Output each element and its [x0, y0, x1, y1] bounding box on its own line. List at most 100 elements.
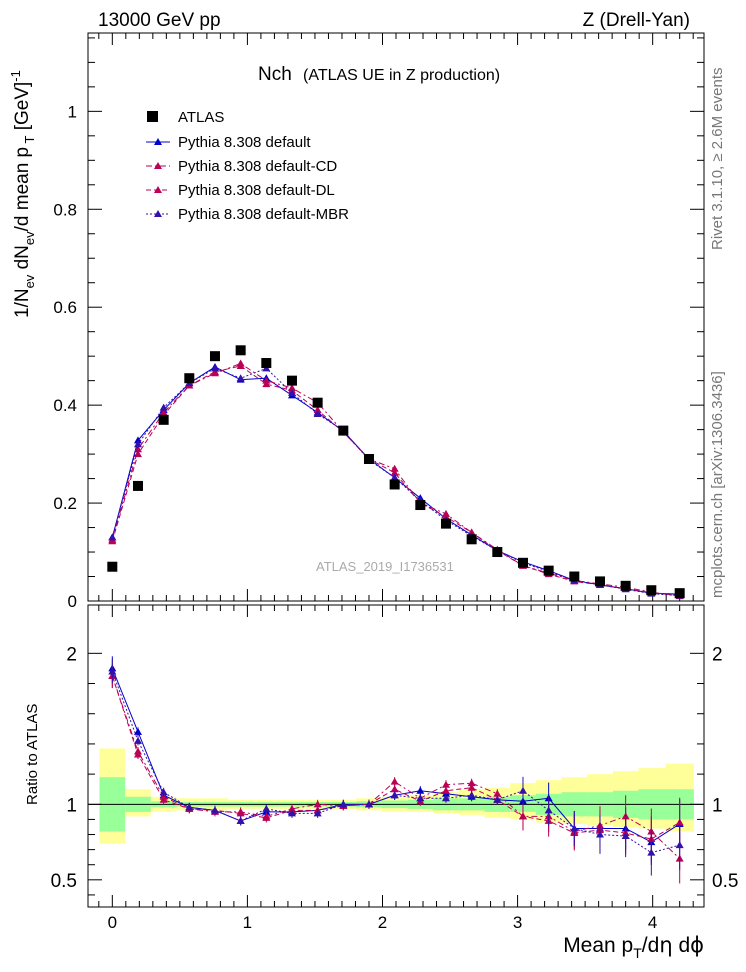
series-point-2 — [313, 406, 322, 414]
data-point — [620, 580, 631, 591]
legend-series-group: Pythia 8.308 default Pythia 8.308 default… — [146, 134, 349, 223]
data-point — [363, 454, 374, 464]
data-point — [569, 571, 580, 582]
ratio-point-3 — [544, 806, 553, 814]
legend-marker-2 — [154, 186, 162, 193]
ratio-point-1 — [313, 800, 322, 808]
legend-label-data: ATLAS — [178, 109, 224, 126]
data-point — [261, 358, 272, 369]
y-axis-label: 1/Nev dNev/d mean p T [GeV]-1 — [8, 70, 37, 318]
ratio-point-3 — [159, 788, 168, 796]
data-point — [184, 373, 195, 384]
ratio-line-1 — [111, 675, 681, 860]
data-point — [235, 345, 246, 356]
ratio-point-3 — [339, 800, 348, 808]
ratio-point-3 — [313, 809, 322, 817]
header-left: 13000 GeV pp — [98, 10, 221, 31]
ratio-point-0 — [416, 786, 425, 794]
ratio-point-3 — [518, 786, 527, 794]
series-line-2 — [111, 365, 680, 597]
data-point — [674, 588, 685, 599]
x-tick-label: 2 — [378, 913, 387, 932]
legend-marker-3 — [154, 210, 162, 217]
series-point-2 — [236, 361, 245, 369]
ratio-y-tick-label-right: 1 — [712, 795, 723, 816]
ratio-panel-plot: 0 1 2 3 4 0.5 0.5 1 1 2 2 — [51, 605, 738, 932]
y-tick-label: 0.8 — [53, 200, 77, 219]
series-point-3 — [159, 403, 168, 411]
x-axis-label: Mean pT/dη dϕ — [563, 933, 704, 961]
data-point — [594, 576, 605, 587]
ratio-point-0 — [133, 727, 142, 735]
data-point — [209, 351, 220, 362]
ratio-point-3 — [647, 848, 656, 856]
legend-label-1: Pythia 8.308 default-CD — [178, 158, 337, 175]
series-line-3 — [111, 367, 680, 597]
ratio-y-tick-label: 1 — [66, 795, 77, 816]
legend-marker-1 — [154, 162, 162, 169]
y-tick-label: 0.2 — [53, 494, 77, 513]
ratio-point-3 — [595, 830, 604, 838]
series-point-1 — [133, 445, 142, 453]
data-point — [415, 500, 426, 511]
ratio-point-3 — [390, 791, 399, 799]
ratio-point-2 — [390, 785, 399, 793]
series-point-3 — [313, 409, 322, 417]
series-point-2 — [133, 450, 142, 458]
ratio-point-3 — [441, 794, 450, 802]
ratio-y-tick-label-right: 0.5 — [712, 871, 738, 892]
ratio-line-2 — [111, 675, 680, 840]
series-point-3 — [108, 533, 117, 541]
ratio-point-3 — [133, 736, 142, 744]
legend-label-3: Pythia 8.308 default-MBR — [178, 206, 349, 223]
ratio-point-2 — [133, 750, 142, 758]
data-point — [132, 480, 143, 491]
ratio-point-2 — [262, 813, 271, 821]
ratio-point-3 — [262, 804, 271, 812]
series-point-1 — [390, 464, 399, 472]
side-rivet-text: Rivet 3.1.10, ≥ 2.6M events — [709, 68, 726, 251]
data-point — [338, 425, 349, 436]
data-point — [492, 547, 503, 558]
legend-label-0: Pythia 8.308 default — [178, 134, 311, 151]
svg-text:1/Nev dNev/d mean p T [GeV]-1: 1/Nev dNev/d mean p T [GeV]-1 — [8, 70, 37, 318]
x-tick-label: 4 — [648, 913, 657, 932]
ratio-point-2 — [467, 783, 476, 791]
ratio-point-3 — [675, 841, 684, 849]
legend-entry-data: ATLAS — [147, 109, 224, 126]
ratio-point-3 — [210, 806, 219, 814]
ratio-panel-frame — [87, 604, 705, 908]
ratio-point-3 — [364, 800, 373, 808]
ratio-point-2 — [518, 812, 527, 820]
series-point-3 — [287, 388, 296, 396]
ratio-point-1 — [467, 779, 476, 787]
series-point-2 — [108, 537, 117, 545]
ratio-point-3 — [108, 667, 117, 675]
legend-marker-data — [147, 111, 158, 122]
ratio-y-tick-label-right: 2 — [712, 644, 723, 665]
main-panel-plot: 0 0.2 0.4 0.6 0.8 1 — [53, 33, 704, 611]
series-point-0 — [133, 436, 142, 444]
series-point-2 — [390, 468, 399, 476]
legend-marker-0 — [154, 138, 162, 145]
x-tick-label: 0 — [108, 913, 117, 932]
data-point — [158, 414, 169, 425]
ratio-point-3 — [185, 803, 194, 811]
data-point — [517, 557, 528, 568]
data-point — [312, 397, 323, 408]
header-right: Z (Drell-Yan) — [583, 10, 690, 31]
x-tick-label: 3 — [513, 913, 522, 932]
ratio-point-1 — [441, 780, 450, 788]
plot-title-sub: (ATLAS UE in Z production) — [303, 67, 500, 84]
ratio-point-3 — [493, 795, 502, 803]
ratio-point-3 — [570, 824, 579, 832]
series-point-3 — [390, 473, 399, 481]
x-tick-label: 1 — [243, 913, 252, 932]
ratio-point-1 — [493, 789, 502, 797]
plot-title-main: Nch — [258, 64, 292, 85]
ratio-point-1 — [390, 777, 399, 785]
ratio-point-3 — [416, 794, 425, 802]
ratio-point-3 — [467, 791, 476, 799]
